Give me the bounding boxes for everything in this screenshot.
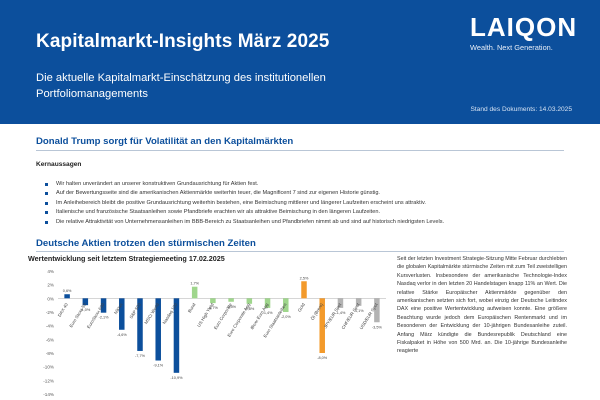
chart-bar xyxy=(301,281,307,299)
chart-bar xyxy=(82,298,89,306)
y-tick-label: -6% xyxy=(46,337,54,342)
y-tick-label: -8% xyxy=(46,351,54,356)
data-label: 0,6% xyxy=(63,289,72,293)
x-tick-label: Gold xyxy=(297,302,306,313)
x-tick-label: DAX 40 xyxy=(57,302,70,318)
data-label: -8,0% xyxy=(317,356,328,360)
document-date: Stand des Dokuments: 14.03.2025 xyxy=(470,106,572,113)
y-tick-label: 4% xyxy=(47,269,54,274)
logo-wordmark: LAIQON xyxy=(470,12,578,42)
chart-bar xyxy=(337,298,344,308)
x-tick-label: JPY/EUR Spot xyxy=(323,302,343,330)
section-body-text: Seit der letzten Investment Strategie-Si… xyxy=(397,256,567,355)
chart-bar xyxy=(355,298,362,306)
chart-title: Wertentwicklung seit letztem Strategieme… xyxy=(28,254,225,263)
x-tick-label: US High Yield xyxy=(196,302,215,328)
x-tick-label: CHF/EUR Spot xyxy=(341,302,361,331)
y-tick-label: -2% xyxy=(46,310,54,315)
y-tick-label: -12% xyxy=(43,378,54,383)
chart-bar xyxy=(283,298,289,312)
y-tick-label: -10% xyxy=(43,365,54,370)
performance-chart: 4% 2% 0% -2% -4% -6% -8% -10% -12% -14% 0,6% DAX 40… xyxy=(34,249,404,400)
y-tick-label: 0% xyxy=(47,296,54,301)
data-label: -1,1% xyxy=(354,309,365,313)
data-label: -7,7% xyxy=(135,354,146,358)
chart-bar xyxy=(191,286,198,299)
data-label: -2,1% xyxy=(99,316,110,320)
list-item: Die relative Attraktivität von Unternehm… xyxy=(45,218,576,227)
x-tick-label: Euro Stoxx 50 xyxy=(68,302,87,329)
chart-bar xyxy=(137,298,143,351)
section-divider xyxy=(36,251,564,252)
company-logo: LAIQON Wealth. Next Generation. xyxy=(470,12,588,52)
data-label: 2,5% xyxy=(300,276,309,280)
chart-bar xyxy=(228,298,234,302)
list-item: Im Anleihebereich bleibt die positive Gr… xyxy=(45,199,576,208)
chart-bar xyxy=(246,298,253,304)
chart-bar xyxy=(264,298,271,308)
performance-chart-svg: 4% 2% 0% -2% -4% -6% -8% -10% -12% -14% 0,6% DAX 40… xyxy=(43,269,386,397)
data-label: 1,7% xyxy=(190,282,199,286)
page-title: Kapitalmarkt-Insights März 2025 xyxy=(36,31,330,52)
data-label: -1,4% xyxy=(335,311,346,315)
chart-bar xyxy=(374,298,380,323)
data-label: -2,0% xyxy=(281,315,292,319)
data-label: -10,9% xyxy=(170,376,183,380)
data-label: -4,6% xyxy=(117,333,128,337)
header-banner: Kapitalmarkt-Insights März 2025 Die aktu… xyxy=(0,0,600,124)
chart-bar xyxy=(119,298,125,330)
chart-bar xyxy=(173,298,180,373)
data-label: -3,5% xyxy=(372,325,383,329)
data-label: -0,8% xyxy=(244,307,255,311)
data-label: -1,4% xyxy=(263,311,274,315)
data-label: -9,1% xyxy=(153,364,164,368)
list-item: Italienische und französische Staatsanle… xyxy=(45,208,576,217)
logo-tagline: Wealth. Next Generation. xyxy=(470,43,553,52)
key-statements-list: Wir halten unverändert an unserer konstr… xyxy=(45,180,576,227)
chart-bar xyxy=(319,298,325,353)
key-statements-label: Kernaussagen xyxy=(36,161,82,168)
section-heading-volatility: Donald Trump sorgt für Volatilität an de… xyxy=(36,136,294,147)
data-label: -0,5% xyxy=(226,305,237,309)
y-tick-label: -14% xyxy=(43,392,54,397)
list-item: Wir halten unverändert an unserer konstr… xyxy=(45,180,576,189)
chart-bar xyxy=(100,298,107,313)
y-tick-label: 2% xyxy=(47,283,54,288)
data-label: -0,7% xyxy=(208,306,219,310)
chart-bar xyxy=(64,294,70,299)
list-item: Auf der Bewertungsseite sind die amerika… xyxy=(45,189,576,198)
chart-bar xyxy=(155,298,161,361)
section-heading-german-stocks: Deutsche Aktien trotzen den stürmischen … xyxy=(36,238,256,249)
section-divider xyxy=(36,150,564,151)
y-tick-label: -4% xyxy=(46,324,54,329)
x-tick-label: Nikkei xyxy=(113,302,124,315)
page-subtitle: Die aktuelle Kapitalmarkt-Einschätzung d… xyxy=(36,72,326,100)
chart-bar xyxy=(210,298,216,304)
data-label: -1,0% xyxy=(80,308,91,312)
x-tick-label: Bund xyxy=(187,302,197,314)
